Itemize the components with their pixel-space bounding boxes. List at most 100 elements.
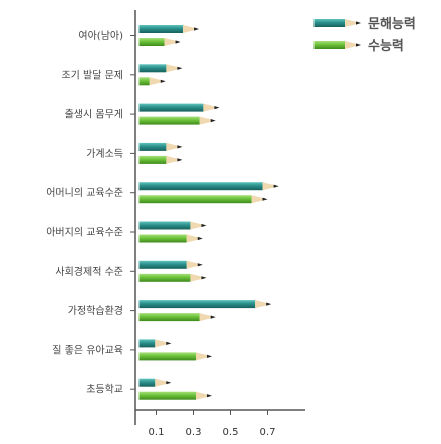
bar-numeracy	[138, 195, 268, 204]
category-label: 아버지의 교육수준	[46, 227, 123, 239]
pencil-body	[138, 313, 200, 322]
category-label: 출생시 몸무게	[65, 109, 123, 121]
pencil-end	[138, 116, 140, 125]
pencil-tip-lead	[201, 276, 207, 280]
pencil-tip-lead	[177, 145, 183, 149]
pencil-tip-lead	[197, 263, 203, 267]
pencil-tip-lead	[266, 302, 272, 306]
pencil-end	[138, 155, 140, 164]
pencil-body	[138, 352, 196, 361]
pencil-tip-wood	[190, 273, 207, 282]
pencil-end	[138, 352, 140, 361]
pencil-body	[138, 77, 150, 86]
bar-literacy	[138, 182, 279, 191]
pencil-tip-wood	[186, 234, 203, 243]
category-label: 조기 발달 문제	[61, 69, 123, 81]
pencil-end	[138, 77, 140, 86]
pencil-body	[313, 41, 345, 49]
pencil-tip-lead	[210, 315, 216, 319]
x-tick-label: 0.5	[223, 427, 239, 438]
bar-literacy	[138, 339, 172, 348]
pencil-tip-wood	[196, 391, 212, 400]
pencil-tip-wood	[149, 77, 166, 86]
category-label: 어머니의 교육수준	[46, 187, 123, 199]
pencil-tip-wood	[155, 339, 172, 348]
pencil-tip-lead	[177, 66, 183, 70]
pencil-tip-lead	[177, 158, 183, 162]
pencil-end	[138, 378, 140, 387]
category-label: 가정학습환경	[68, 304, 123, 317]
pencil-body	[138, 234, 187, 243]
pencil-tip-lead	[194, 27, 200, 31]
pencil-tip-wood	[345, 19, 361, 27]
pencil-tip-wood	[262, 182, 279, 191]
pencil-body	[138, 195, 252, 204]
bar-numeracy	[138, 391, 212, 400]
pencil-end	[138, 25, 140, 33]
pencil-end	[138, 391, 140, 400]
pencil-tip-lead	[166, 381, 172, 385]
legend-label: 문해능력	[368, 16, 416, 32]
bar-literacy	[138, 103, 220, 112]
pencil-body	[138, 260, 187, 269]
pencil-tip-lead	[356, 43, 361, 47]
pencil-body	[138, 378, 156, 387]
pencil-tip-lead	[262, 197, 268, 201]
pencil-body	[138, 339, 156, 348]
pencil-tip-lead	[210, 119, 216, 123]
bar-numeracy	[138, 155, 183, 164]
pencil-end	[313, 19, 315, 27]
pencil-end	[138, 142, 140, 151]
axes: 0.1 0.3 0.5 0.7	[130, 10, 305, 438]
pencil-body	[138, 142, 167, 151]
pencil-tip-lead	[207, 354, 212, 358]
pencil-end	[138, 64, 140, 73]
bar-numeracy	[138, 77, 166, 86]
pencil-end	[138, 234, 140, 243]
bars	[138, 25, 279, 400]
bar-literacy	[138, 64, 183, 73]
pencil-end	[138, 339, 140, 348]
pencil-tip-wood	[196, 352, 212, 361]
pencil-body	[138, 182, 263, 191]
category-label: 여아(남아)	[78, 30, 123, 42]
pencil-tip-wood	[183, 25, 200, 33]
pencil-tip-wood	[190, 221, 207, 230]
pencil-tip-lead	[214, 106, 220, 110]
bar-numeracy	[138, 313, 216, 322]
pencil-body	[138, 38, 165, 46]
pencil-tip-lead	[197, 236, 203, 241]
pencil-end	[138, 300, 140, 309]
pencil-end	[138, 182, 140, 191]
bar-literacy	[138, 260, 203, 269]
pencil-body	[138, 391, 196, 400]
pencil-end	[138, 260, 140, 269]
x-tick-label: 0.1	[149, 427, 165, 438]
bar-literacy	[138, 142, 183, 151]
pencil-tip-wood	[166, 64, 183, 73]
pencil-end	[138, 195, 140, 204]
x-tick-label: 0.3	[186, 427, 202, 438]
pencil-tip-lead	[207, 394, 212, 398]
pencil-body	[313, 19, 345, 27]
pencil-body	[138, 116, 200, 125]
pencil-end	[138, 313, 140, 322]
category-label: 사회경제적 수준	[55, 265, 123, 278]
bar-literacy	[138, 221, 207, 230]
pencil-end	[138, 38, 140, 46]
pencil-body	[138, 273, 191, 282]
bar-numeracy	[138, 273, 207, 282]
category-label: 초등학교	[86, 384, 123, 396]
bar-literacy	[138, 378, 172, 387]
pencil-tip-wood	[166, 142, 183, 151]
legend-pencil-literacy	[313, 19, 361, 27]
pencil-tip-wood	[345, 41, 361, 49]
pencil-body	[138, 155, 167, 164]
pencil-body	[138, 25, 184, 33]
pencil-tip-lead	[201, 223, 207, 228]
pencil-tip-lead	[166, 341, 172, 345]
